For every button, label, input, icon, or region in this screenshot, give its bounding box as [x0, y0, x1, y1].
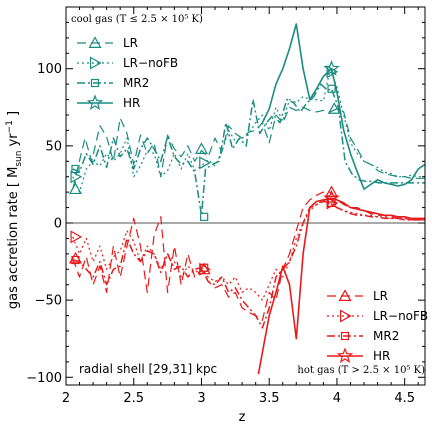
cool-gas-lr-nofb-marker: [199, 156, 211, 170]
y-axis-label: gas accretion rate [ Msun yr−1 ]: [5, 111, 24, 309]
y-tick-label: 100: [37, 62, 62, 77]
legend-hot-mr2-marker: [340, 331, 350, 341]
x-tick-label: 2: [62, 391, 70, 406]
cool-gas-mr2-marker: [200, 212, 209, 221]
cool-gas-lr-line: [72, 106, 425, 190]
legend-cool-lr-nofb-marker: [89, 56, 102, 70]
legend-hot-lr-marker: [338, 289, 352, 301]
y-tick-label: 50: [45, 139, 62, 154]
cool-gas-lr-marker: [194, 142, 208, 154]
cool-gas-mr2-marker: [71, 164, 80, 174]
hot-gas-hr-marker: [323, 189, 340, 206]
cool-gas-hr-line: [261, 23, 426, 190]
hot-gas-annotation: hot gas (T > 2.5 × 10⁵ K): [297, 365, 425, 376]
legend-cool-lr-marker: [88, 36, 102, 49]
hot-gas-lr-marker: [197, 262, 211, 275]
cool-gas-lr-marker: [68, 182, 83, 195]
legend-cool-lr-nofb-label: LR−noFB: [123, 56, 178, 70]
plot-frame: [65, 6, 426, 386]
x-axis-label: z: [239, 410, 246, 425]
hot-gas-lr-nofb-marker: [70, 230, 83, 244]
x-tick-label: 2.5: [123, 391, 144, 406]
cool-gas-annotation: cool gas (T ≤ 2.5 × 10⁵ K): [71, 14, 203, 25]
x-tick-label: 4.5: [394, 391, 415, 406]
legend-hot-lr-nofb-label: LR−noFB: [373, 309, 428, 323]
hot-gas-lr-marker: [325, 185, 339, 198]
y-axis-label-main: gas accretion rate [ M: [6, 167, 21, 309]
cool-gas-lr-nofb-marker: [70, 170, 83, 184]
hot-gas-hr-line: [257, 197, 425, 375]
y-tick-label: −50: [35, 294, 62, 309]
y-axis-label-sup: −1: [5, 120, 15, 133]
hot-gas-mr2-marker: [71, 255, 80, 265]
legend-hot: LR LR−noFB MR2 HR: [327, 289, 428, 364]
legend-hot-hr-marker: [336, 347, 354, 364]
legend-hot-lr-nofb-marker: [340, 309, 352, 323]
hot-gas-lr-nofb-marker: [199, 262, 211, 276]
x-tick-label: 3.5: [259, 391, 280, 406]
cool-gas-mr2-line: [72, 83, 425, 217]
y-tick-label: 0: [54, 217, 62, 232]
cool-gas-hr-marker: [323, 60, 340, 76]
series-layer: [72, 23, 426, 375]
legend-cool-mr2-label: MR2: [123, 76, 149, 90]
marker-layer: [68, 60, 341, 276]
legend-hot-mr2-label: MR2: [373, 329, 399, 343]
hot-gas-lr-marker: [68, 251, 83, 264]
x-tick-label: 3: [197, 391, 205, 406]
x-tick-label: 4: [333, 391, 341, 406]
y-axis-label-end: ]: [6, 111, 21, 120]
legend-cool-mr2-marker: [90, 78, 100, 88]
cool-gas-lr-nofb-marker: [326, 65, 339, 79]
y-tick-label: −100: [26, 371, 62, 386]
hot-gas-mr2-line: [72, 200, 425, 329]
legend-cool: LR LR−noFB MR2 HR: [77, 36, 178, 111]
tick-layer: 2 2.5 3 3.5 4 4.5 −100 −50 0 50 100: [26, 7, 425, 406]
legend-hot-hr-label: HR: [373, 349, 390, 363]
y-axis-label-unit: yr: [6, 133, 21, 151]
y-axis-label-sub: sun: [14, 151, 24, 167]
cool-gas-mr2-marker: [327, 84, 336, 93]
legend-cool-hr-label: HR: [123, 96, 140, 110]
cool-gas-lr-nofb-line: [72, 68, 425, 193]
legend-cool-lr-label: LR: [123, 36, 138, 50]
cool-gas-lr-marker: [327, 102, 341, 114]
legend-cool-hr-marker: [86, 94, 104, 111]
legend-hot-lr-label: LR: [373, 289, 388, 303]
hot-gas-mr2-marker: [200, 263, 209, 272]
shell-annotation: radial shell [29,31] kpc: [79, 362, 217, 376]
